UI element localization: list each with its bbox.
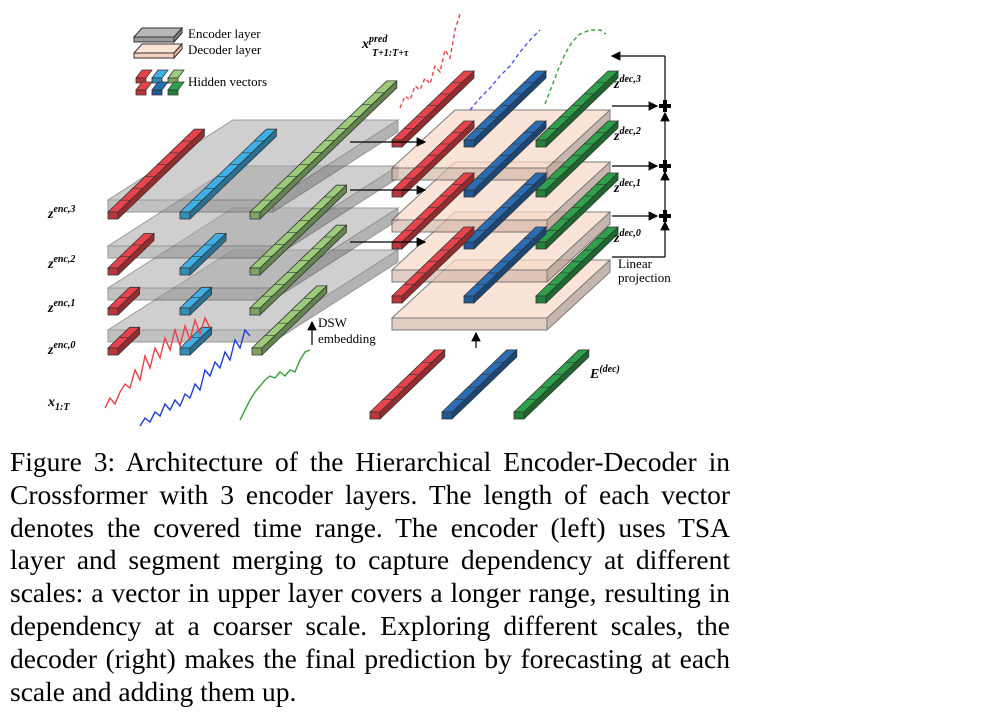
vector-edec-red bbox=[369, 348, 446, 420]
z-dec-2-label: zdec,2 bbox=[613, 126, 641, 144]
vector-enc2-blue bbox=[179, 232, 227, 276]
vector-dec1-red bbox=[391, 172, 475, 250]
figure-caption: Figure 3: Architecture of the Hierarchic… bbox=[10, 446, 730, 707]
vector-dec1-blue bbox=[463, 172, 547, 250]
vector-enc1-blue bbox=[179, 286, 213, 316]
vector-enc0-green bbox=[251, 284, 328, 356]
vector-dec1-green bbox=[535, 172, 619, 250]
cross-connections bbox=[350, 137, 427, 247]
vector-dec3-red bbox=[391, 70, 475, 148]
vector-enc0-red bbox=[107, 326, 141, 356]
z-enc-0-label: zenc,0 bbox=[47, 340, 75, 358]
decoder-aggregation bbox=[610, 51, 671, 258]
vector-enc0-blue bbox=[179, 326, 213, 356]
input-series bbox=[104, 316, 311, 427]
vector-dec2-green bbox=[535, 120, 619, 198]
vector-dec0-green bbox=[535, 226, 619, 304]
legend: Encoder layer Decoder layer Hidden vecto… bbox=[132, 26, 267, 96]
z-enc-2-label: zenc,2 bbox=[47, 254, 75, 272]
vector-enc2-green bbox=[249, 184, 348, 276]
dsw-label-2: embedding bbox=[318, 331, 376, 346]
predicted-series bbox=[399, 13, 607, 111]
vector-dec3-blue bbox=[463, 70, 547, 148]
pred-series-blue bbox=[469, 29, 541, 111]
vector-enc1-red bbox=[107, 286, 141, 316]
plus-icon bbox=[659, 100, 671, 112]
vector-enc1-green bbox=[249, 224, 348, 316]
x-pred-label: xpred T+1:T+τ bbox=[361, 34, 409, 59]
z-enc-1-label: zenc,1 bbox=[47, 298, 75, 316]
vector-enc2-red bbox=[107, 232, 155, 276]
e-dec-label: E(dec) bbox=[589, 364, 620, 382]
z-dec-0-label: zdec,0 bbox=[613, 228, 641, 246]
vector-edec-blue bbox=[441, 348, 518, 420]
x-input-label: x1:T bbox=[47, 395, 70, 413]
vector-enc3-green bbox=[249, 79, 398, 220]
z-dec-3-label: zdec,3 bbox=[613, 74, 641, 92]
math-labels: zenc,3 zenc,2 zenc,1 zenc,0 x1:T xpred T+1:T+τ… bbox=[47, 34, 641, 413]
architecture-diagram: Encoder layer Decoder layer Hidden vecto… bbox=[47, 13, 671, 427]
hidden-vectors bbox=[107, 70, 619, 420]
legend-hidden-label: Hidden vectors bbox=[188, 74, 267, 89]
input-series-blue bbox=[139, 328, 251, 427]
vector-edec-green bbox=[513, 348, 590, 420]
vector-enc3-blue bbox=[179, 128, 278, 220]
z-dec-1-label: zdec,1 bbox=[613, 178, 641, 196]
legend-hidden-vector-swatches bbox=[135, 69, 185, 96]
plus-icon bbox=[659, 210, 671, 222]
vector-dec2-blue bbox=[463, 120, 547, 198]
vector-dec0-blue bbox=[463, 226, 547, 304]
legend-decoder-label: Decoder layer bbox=[188, 42, 262, 57]
linear-projection-label: Linear bbox=[618, 256, 653, 271]
linear-projection-label-2: projection bbox=[618, 270, 671, 285]
z-enc-3-label: zenc,3 bbox=[47, 204, 75, 222]
input-series-red bbox=[104, 316, 211, 409]
dsw-label: DSW bbox=[318, 315, 348, 330]
vector-dec3-green bbox=[535, 70, 619, 148]
legend-encoder-label: Encoder layer bbox=[188, 26, 261, 41]
vector-dec0-red bbox=[391, 226, 475, 304]
plus-icon bbox=[659, 160, 671, 172]
pred-series-red bbox=[399, 13, 461, 109]
vector-enc3-red bbox=[107, 128, 206, 220]
input-series-green bbox=[239, 349, 311, 421]
